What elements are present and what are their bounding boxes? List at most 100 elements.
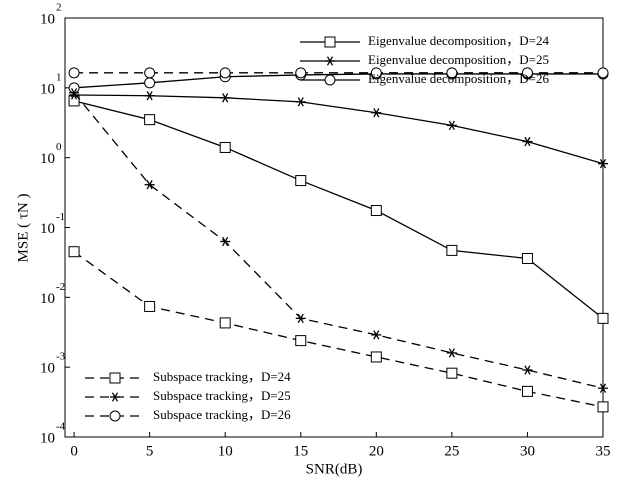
circle bbox=[521, 67, 533, 79]
star-stroke bbox=[146, 180, 153, 190]
marker-square bbox=[521, 385, 533, 397]
marker-circle bbox=[68, 67, 80, 79]
marker-circle bbox=[109, 410, 121, 422]
star-stroke bbox=[222, 236, 229, 247]
marker-star bbox=[144, 91, 155, 101]
marker-square bbox=[597, 401, 609, 413]
circle bbox=[597, 67, 609, 79]
marker-square bbox=[446, 244, 458, 256]
y-tick-exponent: -2 bbox=[56, 281, 65, 293]
square bbox=[144, 114, 156, 126]
star-stroke bbox=[448, 120, 455, 131]
star-stroke bbox=[71, 88, 78, 98]
series-line bbox=[73, 100, 604, 319]
square bbox=[521, 252, 533, 264]
star-stroke bbox=[297, 97, 304, 107]
marker-square bbox=[144, 300, 156, 312]
y-tick-exponent: 1 bbox=[56, 71, 62, 83]
marker-square bbox=[68, 246, 80, 258]
x-tick-label: 20 bbox=[369, 443, 384, 459]
marker-square bbox=[219, 141, 231, 153]
legend-label: Eigenvalue decomposition，D=24 bbox=[368, 33, 549, 48]
legend-label: Eigenvalue decomposition，D=26 bbox=[368, 71, 549, 86]
marker-star bbox=[325, 56, 335, 66]
marker-square bbox=[109, 372, 121, 384]
marker-star bbox=[295, 97, 306, 107]
star-stroke bbox=[599, 159, 607, 169]
circle bbox=[324, 74, 336, 86]
marker-star bbox=[69, 88, 80, 98]
y-tick-exponent: 2 bbox=[56, 2, 62, 14]
square bbox=[219, 317, 231, 329]
square bbox=[109, 372, 121, 384]
marker-square bbox=[324, 36, 336, 48]
marker-star bbox=[446, 348, 457, 358]
star-stroke bbox=[297, 313, 304, 324]
circle bbox=[144, 77, 156, 89]
marker-circle bbox=[219, 67, 231, 79]
x-tick-label: 0 bbox=[70, 443, 78, 459]
y-tick-label: 10 bbox=[40, 291, 55, 307]
star-stroke bbox=[222, 93, 229, 103]
legend-label: Eigenvalue decomposition，D=25 bbox=[368, 52, 549, 67]
legend-label: Subspace tracking，D=25 bbox=[153, 388, 291, 403]
y-tick-exponent: -4 bbox=[56, 421, 66, 433]
square bbox=[370, 351, 382, 363]
marker-circle bbox=[521, 67, 533, 79]
star-stroke bbox=[524, 136, 531, 147]
star-stroke bbox=[448, 348, 455, 358]
marker-star bbox=[598, 383, 608, 393]
marker-square bbox=[144, 114, 156, 126]
y-tick-exponent: 0 bbox=[56, 141, 62, 153]
y-tick-label: 10 bbox=[40, 11, 55, 27]
star-stroke bbox=[524, 365, 531, 375]
marker-square bbox=[295, 175, 307, 187]
marker-star bbox=[220, 236, 231, 247]
marker-circle bbox=[144, 67, 156, 79]
series-line bbox=[74, 94, 604, 165]
marker-circle bbox=[68, 82, 80, 94]
square bbox=[446, 244, 458, 256]
square bbox=[324, 36, 336, 48]
y-tick-exponent: -3 bbox=[56, 351, 66, 363]
marker-square bbox=[521, 252, 533, 264]
legend-label: Subspace tracking，D=26 bbox=[153, 407, 291, 422]
marker-square bbox=[219, 317, 231, 329]
x-tick-label: 10 bbox=[218, 443, 233, 459]
star-stroke bbox=[373, 330, 380, 340]
series-line bbox=[73, 92, 604, 389]
circle bbox=[68, 67, 80, 79]
star-stroke bbox=[599, 383, 607, 393]
x-tick-label: 5 bbox=[146, 443, 154, 459]
circle bbox=[370, 67, 382, 79]
y-tick-label: 10 bbox=[40, 81, 55, 97]
star-stroke bbox=[111, 392, 119, 402]
marker-circle bbox=[295, 67, 307, 79]
y-tick-label: 10 bbox=[40, 151, 55, 167]
marker-star bbox=[598, 159, 608, 169]
y-tick-label: 10 bbox=[40, 430, 55, 446]
square bbox=[597, 312, 609, 324]
legend-label: Subspace tracking，D=24 bbox=[153, 369, 291, 384]
circle bbox=[68, 82, 80, 94]
marker-star bbox=[144, 180, 155, 190]
y-tick-label: 10 bbox=[40, 221, 55, 237]
series-line bbox=[74, 73, 603, 89]
marker-star bbox=[220, 93, 231, 103]
star-stroke bbox=[146, 91, 153, 101]
marker-square bbox=[370, 205, 382, 217]
x-axis-label: SNR(dB) bbox=[306, 461, 363, 477]
marker-circle bbox=[597, 67, 609, 79]
marker-star bbox=[371, 108, 382, 118]
square bbox=[597, 401, 609, 413]
marker-square bbox=[597, 312, 609, 324]
marker-star bbox=[446, 120, 457, 131]
marker-circle bbox=[446, 67, 458, 79]
marker-star bbox=[295, 313, 306, 324]
square bbox=[521, 385, 533, 397]
x-tick-label: 15 bbox=[293, 443, 308, 459]
marker-star bbox=[522, 365, 533, 375]
marker-circle bbox=[370, 67, 382, 79]
x-tick-label: 35 bbox=[596, 443, 611, 459]
